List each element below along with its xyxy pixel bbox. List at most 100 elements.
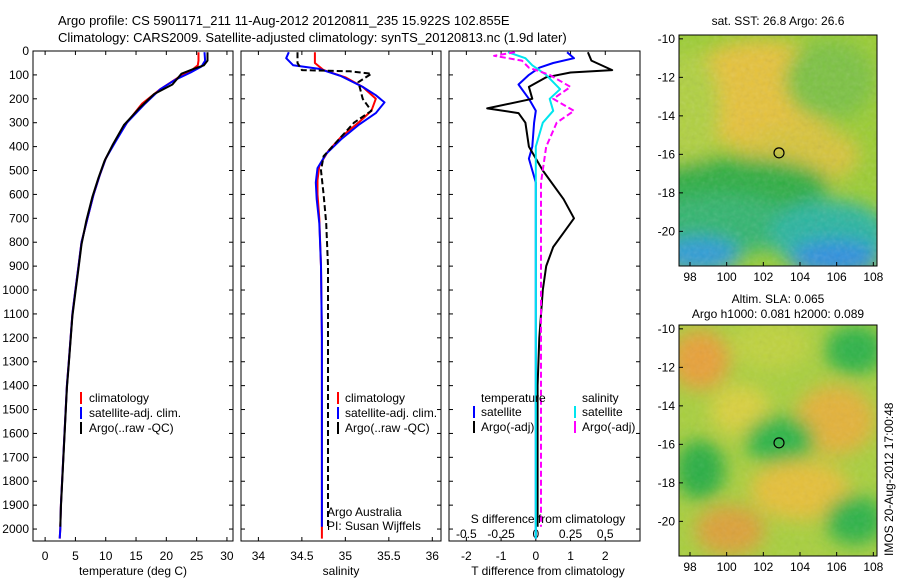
- temperature-series-satellite-adj-clim-: [58, 52, 207, 539]
- depth-tick-label: 700: [9, 211, 29, 225]
- salinity-legend: climatology satellite-adj. clim. Argo(..…: [337, 391, 437, 435]
- depth-tick-label: 600: [9, 187, 29, 201]
- legend-label-temperature-argo: Argo(-adj): [481, 420, 534, 434]
- figure-title-line2: Climatology: CARS2009. Satellite-adjuste…: [58, 30, 567, 45]
- salinity-x-tick-label: 35.5: [377, 549, 401, 563]
- sst-map-x-tick-label: 108: [863, 270, 883, 284]
- sla-map-title-line2: Argo h1000: 0.081 h2000: 0.089: [692, 307, 864, 321]
- depth-tick-label: 1200: [2, 331, 29, 345]
- sst-map-frame: [678, 34, 878, 267]
- depth-tick-label: 400: [9, 140, 29, 154]
- difference-x-label-top: S difference from climatology: [471, 512, 626, 526]
- difference-series-temperature-satellite: [517, 51, 575, 539]
- sst-map-x-tick-label: 100: [717, 270, 737, 284]
- depth-tick-label: 1600: [2, 426, 29, 440]
- sst-argo-position-marker: [773, 147, 785, 159]
- salinity-series-argo-raw-qc-: [296, 52, 373, 527]
- sla-map-x-tick-label: 106: [827, 560, 847, 574]
- temperature-x-tick-label: 20: [160, 549, 174, 563]
- sla-map-x-tick-label: 102: [753, 560, 773, 574]
- difference-x-tick-label: -1: [496, 549, 507, 563]
- salinity-diff-x-tick-label: -0.5: [456, 527, 477, 541]
- sla-map-x-tick-label: 104: [790, 560, 810, 574]
- temperature-x-tick-label: 15: [129, 549, 143, 563]
- legend-label-argo: Argo(..raw -QC): [345, 421, 430, 435]
- legend-label-salinity-argo: Argo(-adj): [582, 420, 635, 434]
- depth-tick-label: 800: [9, 235, 29, 249]
- depth-tick-label: 1400: [2, 379, 29, 393]
- difference-x-tick-label: 0: [532, 549, 539, 563]
- difference-series-salinity-satellite: [507, 51, 562, 539]
- temperature-legend: climatology satellite-adj. clim. Argo(..…: [80, 391, 181, 435]
- depth-tick-label: 200: [9, 92, 29, 106]
- temperature-x-tick-label: 5: [72, 549, 79, 563]
- depth-tick-label: 0: [22, 44, 29, 58]
- sla-map-x-tick-label: 100: [717, 560, 737, 574]
- sst-map-x-tick-label: 98: [683, 270, 697, 284]
- difference-series-temperature-argo-adj-: [486, 51, 614, 527]
- salinity-diff-x-tick-label: 0.25: [559, 527, 583, 541]
- legend-label-satellite: satellite-adj. clim.: [345, 406, 437, 420]
- difference-x-label-bottom: T difference from climatology: [471, 564, 625, 578]
- depth-tick-label: 1100: [3, 307, 29, 321]
- difference-x-tick-label: -2: [461, 549, 472, 563]
- sst-map-title: sat. SST: 26.8 Argo: 26.6: [712, 14, 845, 28]
- figure-title-line1: Argo profile: CS 5901171_211 11-Aug-2012…: [58, 13, 510, 28]
- salinity-x-tick-label: 35: [339, 549, 353, 563]
- map-ticks-and-markers: 98 100 102 104 106 108 -10 -12 -14 -16 -18 -20 98 100…: [658, 32, 884, 574]
- depth-tick-label: 1900: [2, 498, 29, 512]
- sla-map-frame: [678, 324, 878, 557]
- sst-map-y-tick-label: -18: [658, 186, 676, 200]
- salinity-x-label: salinity: [323, 564, 360, 578]
- temperature-plot-frame: [32, 50, 234, 542]
- temperature-x-tick-label: 10: [99, 549, 113, 563]
- legend-title-temperature: temperature: [481, 391, 546, 405]
- sla-map-x-tick-label: 108: [863, 560, 883, 574]
- legend-title-salinity: salinity: [582, 391, 619, 405]
- sla-map-x-tick-label: 98: [683, 560, 697, 574]
- sla-map-y-tick-label: -12: [658, 360, 676, 374]
- sla-map-y-tick-label: -20: [658, 514, 676, 528]
- salinity-x-tick-label: 34: [252, 549, 266, 563]
- salinity-x-tick-label: 34.5: [290, 549, 314, 563]
- depth-tick-label: 1500: [2, 403, 29, 417]
- temperature-x-label: temperature (deg C): [79, 564, 187, 578]
- depth-tick-label: 2000: [2, 522, 29, 536]
- temperature-x-tick-label: 25: [190, 549, 204, 563]
- data-series: [58, 51, 614, 539]
- sst-map-y-tick-label: -12: [658, 70, 676, 84]
- sst-map-image: [679, 35, 877, 266]
- salinity-series-climatology: [313, 52, 377, 539]
- sst-map-x-tick-label: 106: [827, 270, 847, 284]
- sla-map-y-tick-label: -18: [658, 476, 676, 490]
- imos-timestamp: IMOS 20-Aug-2012 17:00:48: [882, 402, 896, 556]
- temperature-series-climatology: [58, 52, 200, 539]
- sla-map-y-tick-label: -16: [658, 437, 676, 451]
- legend-label-satellite: satellite-adj. clim.: [89, 406, 181, 420]
- depth-tick-label: 500: [9, 164, 29, 178]
- legend-label-temperature-satellite: satellite: [481, 405, 522, 419]
- difference-series-salinity-argo-adj-: [493, 51, 575, 527]
- difference-legend: temperature salinity satellite Argo(-adj…: [473, 391, 635, 434]
- depth-tick-label: 1700: [2, 450, 29, 464]
- sst-map-x-tick-label: 104: [790, 270, 810, 284]
- argo-australia-label: Argo Australia: [327, 505, 402, 519]
- salinity-diff-x-tick-label: 0.5: [597, 527, 614, 541]
- sst-map-y-tick-label: -16: [658, 147, 676, 161]
- sst-map-y-tick-label: -10: [658, 32, 676, 46]
- sst-map-y-tick-label: -14: [658, 109, 676, 123]
- difference-x-tick-label: 1: [567, 549, 574, 563]
- depth-tick-label: 100: [9, 68, 29, 82]
- depth-tick-label: 1300: [2, 355, 29, 369]
- difference-plot-frame: [448, 50, 641, 542]
- depth-tick-label: 1000: [2, 283, 29, 297]
- sla-argo-position-marker: [773, 437, 785, 449]
- legend-label-argo: Argo(..raw -QC): [89, 421, 174, 435]
- legend-label-salinity-satellite: satellite: [582, 405, 623, 419]
- pi-name-label: PI: Susan Wijffels: [327, 519, 421, 533]
- sla-map-image: [679, 325, 877, 556]
- depth-tick-label: 300: [9, 116, 29, 130]
- salinity-x-tick-label: 36: [426, 549, 440, 563]
- temperature-x-tick-label: 30: [220, 549, 234, 563]
